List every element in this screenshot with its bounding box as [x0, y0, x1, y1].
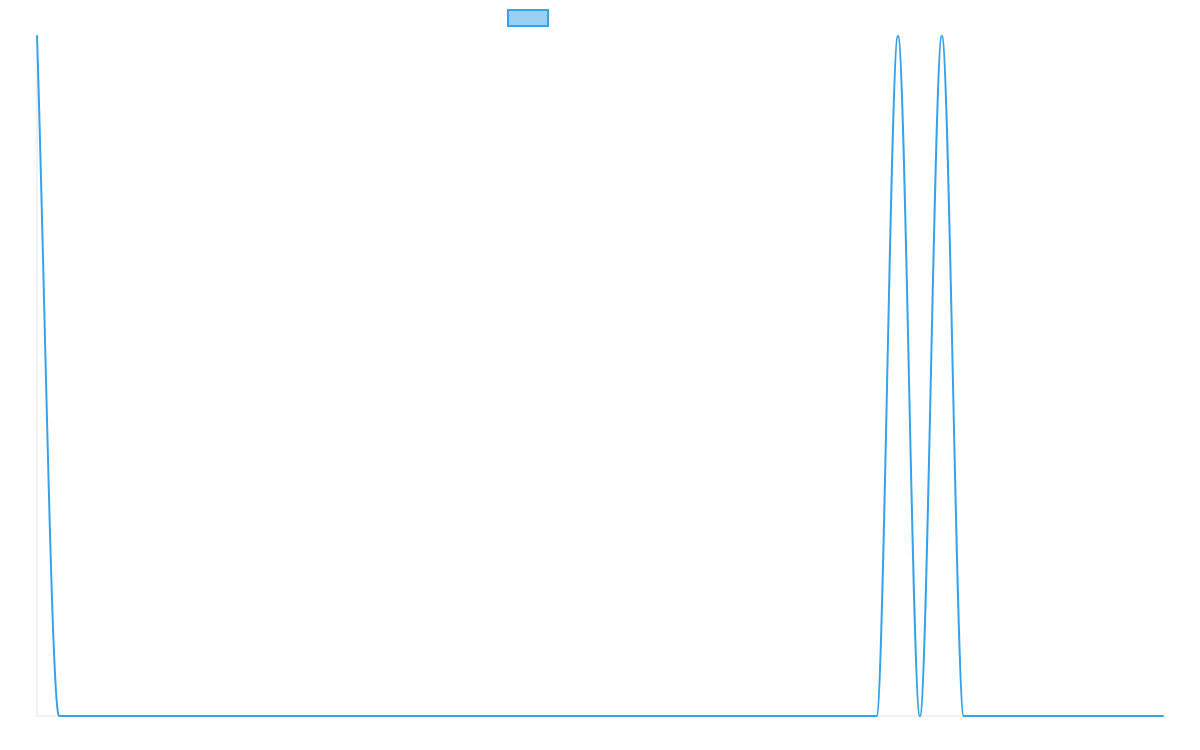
legend-swatch-0	[507, 9, 549, 27]
series-line-0	[36, 35, 1164, 718]
